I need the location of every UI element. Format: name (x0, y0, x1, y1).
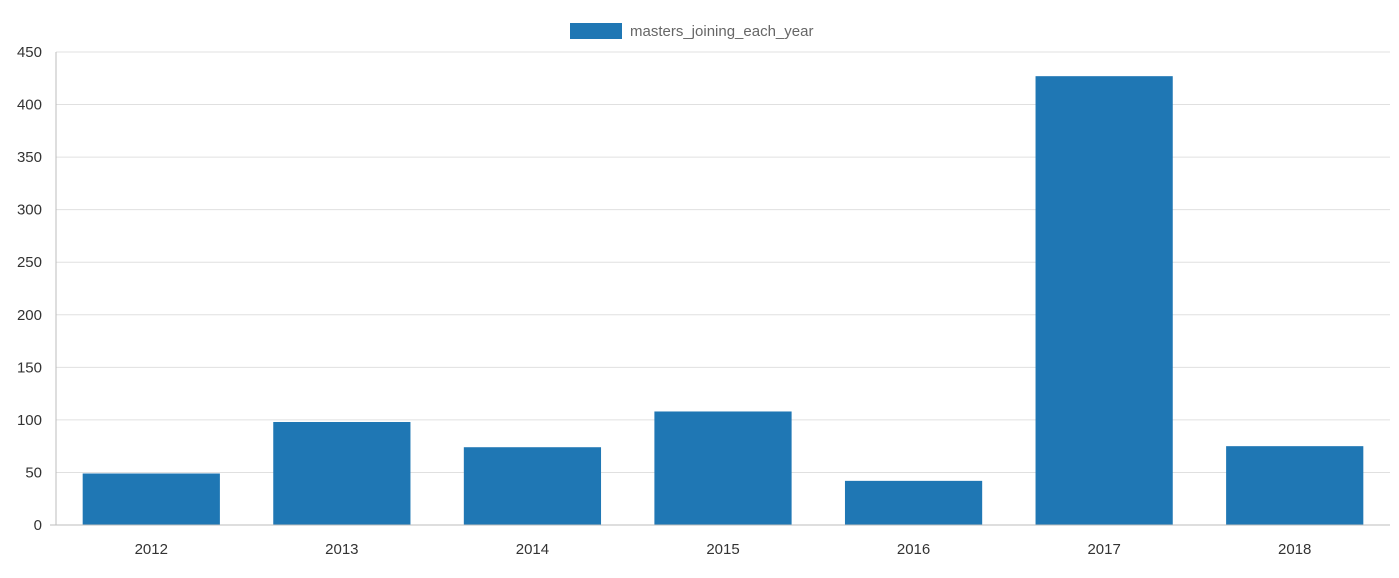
bar-2013 (273, 421, 411, 525)
y-tick-label: 300 (17, 202, 42, 219)
legend: masters_joining_each_year (570, 23, 813, 40)
x-tick-label: 2013 (325, 541, 358, 558)
y-tick-label: 400 (17, 97, 42, 114)
y-tick-label: 50 (25, 464, 42, 481)
x-tick-label: 2016 (897, 541, 930, 558)
bar-2017 (1035, 76, 1173, 526)
bars (82, 76, 1364, 526)
x-tick-label: 2014 (516, 541, 549, 558)
x-tick-label: 2018 (1278, 541, 1311, 558)
y-tick-label: 450 (17, 44, 42, 61)
legend-swatch (570, 23, 622, 39)
y-tick-label: 250 (17, 254, 42, 271)
legend-label: masters_joining_each_year (630, 23, 813, 40)
bar-2016 (844, 480, 983, 525)
y-tick-label: 0 (34, 517, 42, 534)
axes: 0 50 100 150 200 250 300 350 400 450 2012 2013 2014 2… (17, 44, 1390, 558)
y-tick-label: 100 (17, 412, 42, 429)
y-tick-label: 150 (17, 359, 42, 376)
bar-2015 (654, 411, 792, 525)
bar-2012 (82, 473, 220, 525)
x-tick-label: 2012 (135, 541, 168, 558)
x-tick-label: 2015 (706, 541, 739, 558)
gridlines (56, 51, 1390, 473)
bar-2018 (1226, 446, 1364, 525)
y-tick-label: 200 (17, 307, 42, 324)
bar-2014 (463, 447, 602, 525)
y-tick-label: 350 (17, 149, 42, 166)
x-tick-label: 2017 (1087, 541, 1120, 558)
